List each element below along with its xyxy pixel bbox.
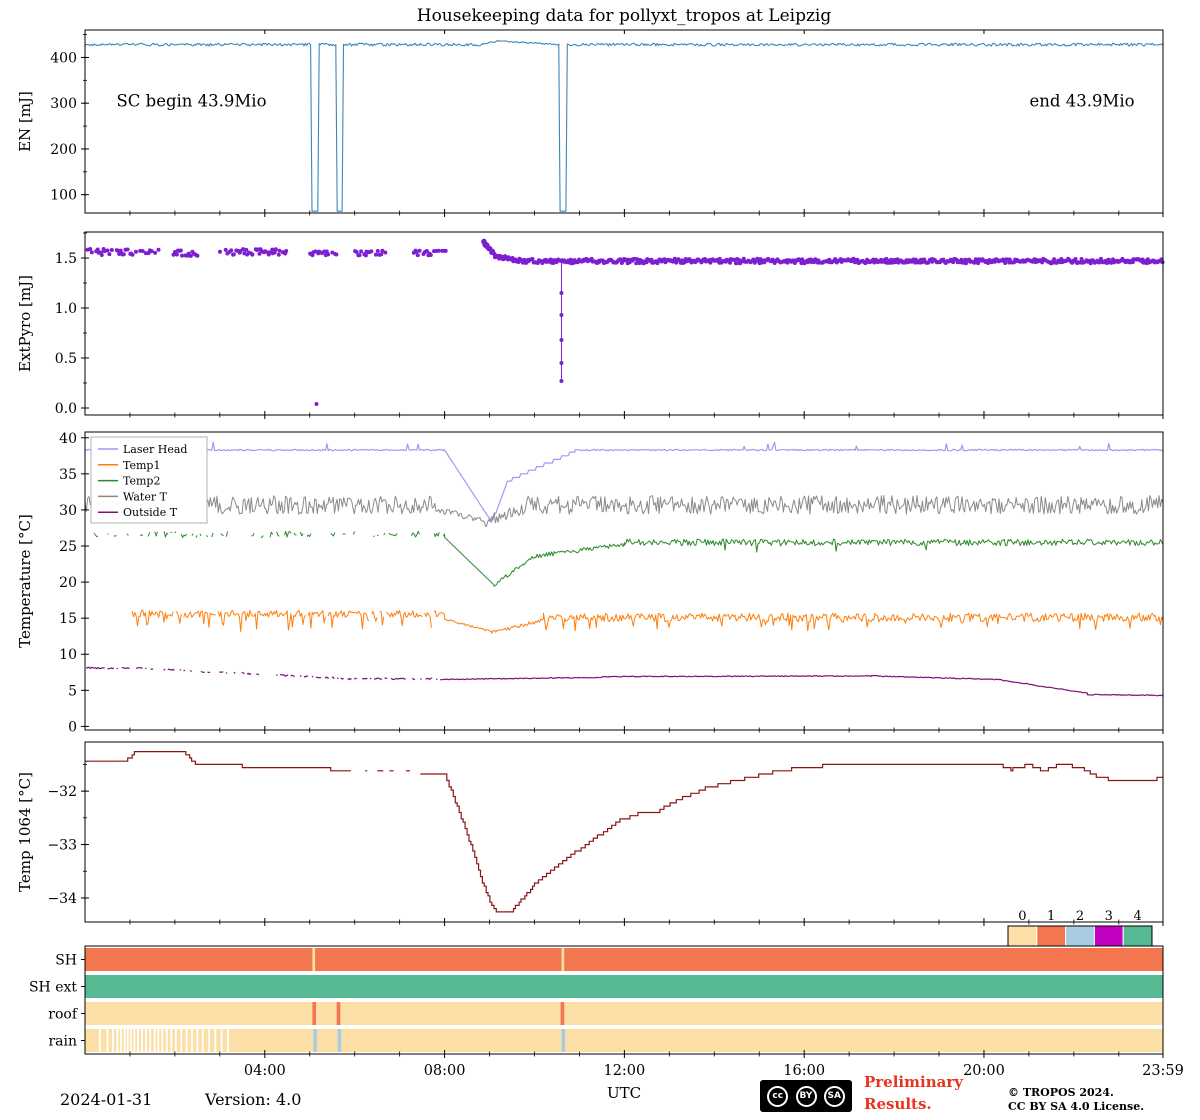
- svg-text:40: 40: [59, 431, 77, 447]
- svg-text:1.5: 1.5: [55, 251, 77, 267]
- svg-text:EN [mJ]: EN [mJ]: [16, 91, 34, 152]
- svg-text:300: 300: [50, 96, 77, 112]
- svg-text:400: 400: [50, 50, 77, 66]
- svg-text:−32: −32: [47, 784, 77, 800]
- x-axis: 04:00 08:00 12:00 16:00 20:00 23:59 UTC: [244, 1063, 1184, 1102]
- svg-text:SH ext: SH ext: [29, 980, 77, 996]
- svg-text:roof: roof: [48, 1007, 79, 1023]
- svg-text:35: 35: [59, 467, 77, 483]
- temperature-legend: Laser Head Temp1 Temp2 Water T Outside T: [90, 436, 208, 524]
- cc-sa-icon: SA: [823, 1085, 845, 1107]
- svg-text:0.5: 0.5: [55, 351, 77, 367]
- svg-text:0.0: 0.0: [55, 401, 77, 417]
- svg-text:1: 1: [1047, 909, 1055, 924]
- svg-text:4: 4: [1133, 909, 1141, 924]
- cc-license-badge: cc BY SA: [760, 1080, 852, 1112]
- svg-text:0: 0: [68, 719, 77, 735]
- panel-temp: 0 5 10 15 20 25 30 35 40 Temperature [°C] Laser He…: [16, 431, 1164, 735]
- copyright-line1: © TROPOS 2024.: [1008, 1086, 1114, 1099]
- svg-text:10: 10: [59, 647, 77, 663]
- svg-text:−34: −34: [47, 891, 77, 907]
- svg-text:Laser Head: Laser Head: [123, 443, 187, 456]
- svg-text:12:00: 12:00: [603, 1063, 645, 1079]
- copyright-line2: CC BY SA 4.0 License.: [1008, 1099, 1145, 1113]
- svg-text:SC begin 43.9Mio: SC begin 43.9Mio: [116, 91, 266, 110]
- svg-text:1.0: 1.0: [55, 301, 77, 317]
- svg-text:0: 0: [1018, 909, 1026, 924]
- svg-text:20: 20: [59, 575, 77, 591]
- svg-text:3: 3: [1105, 909, 1113, 924]
- svg-text:Outside T: Outside T: [123, 506, 178, 519]
- svg-text:200: 200: [50, 142, 77, 158]
- svg-text:30: 30: [59, 503, 77, 519]
- preliminary-results-label: Preliminary Results.: [864, 1072, 963, 1116]
- svg-text:5: 5: [68, 683, 77, 699]
- svg-text:20:00: 20:00: [963, 1063, 1005, 1079]
- svg-text:Water T: Water T: [123, 490, 168, 503]
- svg-text:Temp 1064 [°C]: Temp 1064 [°C]: [16, 772, 34, 892]
- svg-text:16:00: 16:00: [783, 1063, 825, 1079]
- svg-text:100: 100: [50, 188, 77, 204]
- svg-text:ExtPyro [mJ]: ExtPyro [mJ]: [16, 275, 34, 372]
- svg-text:Temperature [°C]: Temperature [°C]: [16, 514, 34, 648]
- panel-pyro: 0.0 0.5 1.0 1.5 ExtPyro [mJ]: [16, 231, 1165, 419]
- svg-text:2: 2: [1076, 909, 1084, 924]
- svg-text:UTC: UTC: [607, 1084, 641, 1102]
- figure-title: Housekeeping data for pollyxt_tropos at …: [416, 6, 832, 26]
- version-label: Version: 4.0: [205, 1090, 302, 1109]
- svg-text:Temp2: Temp2: [123, 475, 160, 488]
- svg-text:−33: −33: [47, 838, 77, 854]
- svg-text:SH: SH: [55, 953, 77, 969]
- panel-en: 100 200 300 400 EN [mJ] SC begin 43.9Mio end 4…: [16, 29, 1164, 217]
- svg-text:rain: rain: [48, 1034, 77, 1050]
- svg-text:23:59: 23:59: [1142, 1063, 1184, 1079]
- status-colorbar: 0 1 2 3 4: [1007, 909, 1153, 947]
- cc-by-icon: BY: [795, 1085, 817, 1107]
- preliminary-line1: Preliminary: [864, 1073, 963, 1091]
- copyright-label: © TROPOS 2024. CC BY SA 4.0 License.: [1008, 1086, 1144, 1114]
- cc-icon: cc: [767, 1085, 789, 1107]
- svg-text:end 43.9Mio: end 43.9Mio: [1030, 91, 1135, 110]
- date-label: 2024-01-31: [60, 1090, 153, 1109]
- svg-text:08:00: 08:00: [424, 1063, 466, 1079]
- preliminary-line2: Results.: [864, 1094, 932, 1113]
- svg-text:15: 15: [59, 611, 77, 627]
- svg-text:25: 25: [59, 539, 77, 555]
- panel-t1064: −32 −33 −34 Temp 1064 [°C]: [16, 741, 1164, 926]
- svg-text:04:00: 04:00: [244, 1063, 286, 1079]
- panel-status: SH SH ext roof rain 0 1 2 3 4: [29, 909, 1164, 1058]
- svg-text:Temp1: Temp1: [123, 459, 160, 472]
